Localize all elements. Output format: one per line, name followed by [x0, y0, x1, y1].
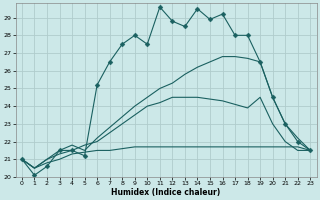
X-axis label: Humidex (Indice chaleur): Humidex (Indice chaleur) [111, 188, 221, 197]
